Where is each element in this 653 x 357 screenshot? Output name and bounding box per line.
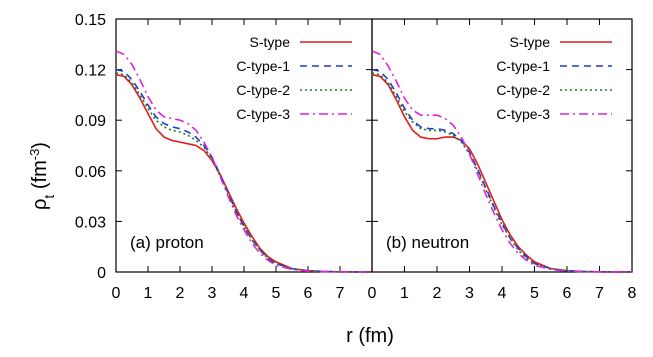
x-tick-label: 0 xyxy=(368,285,377,302)
legend-label: C-type-2 xyxy=(496,82,550,98)
y-tick-label: 0.12 xyxy=(75,63,106,80)
x-tick-label: 6 xyxy=(304,285,313,302)
x-tick-label: 5 xyxy=(530,285,539,302)
axis-titles: r (fm) ρt (fm-3) xyxy=(27,142,394,347)
y-tick-label: 0 xyxy=(97,265,106,282)
panel-proton: 0 0.03 0.06 0.09 0.12 0.15 0 1 2 3 4 5 6 7 S-type C-typ… xyxy=(75,12,373,302)
y-tick-label: 0.09 xyxy=(75,113,106,130)
x-tick-label: 3 xyxy=(208,285,217,302)
x-tick-label: 2 xyxy=(433,285,442,302)
legend-label: C-type-3 xyxy=(236,106,290,122)
panel-neutron: 0 1 2 3 4 5 6 7 8 S-type C-type-1 C-type-2 C-type-3 (… xyxy=(368,18,637,302)
legend: S-type C-type-1 C-type-2 C-type-3 xyxy=(236,34,352,122)
y-axis-title: ρt (fm-3) xyxy=(27,142,58,210)
x-tick-label: 6 xyxy=(563,285,572,302)
x-tick-label: 0 xyxy=(112,285,121,302)
panel-label: (a) proton xyxy=(130,233,204,252)
panel-label: (b) neutron xyxy=(386,233,469,252)
x-tick-label: 4 xyxy=(498,285,507,302)
x-axis-title: r (fm) xyxy=(346,325,394,347)
series-line-c-type-3 xyxy=(371,50,633,273)
x-tick-label: 7 xyxy=(595,285,604,302)
x-tick-label: 1 xyxy=(144,285,153,302)
x-tick-label: 3 xyxy=(465,285,474,302)
x-tick-label: 7 xyxy=(336,285,345,302)
y-tick-label: 0.03 xyxy=(75,214,106,231)
x-tick-label: 5 xyxy=(272,285,281,302)
y-tick-label: 0.06 xyxy=(75,164,106,181)
series-line-c-type-3 xyxy=(115,50,373,273)
legend-label: S-type xyxy=(510,34,551,50)
x-tick-label: 1 xyxy=(400,285,409,302)
legend-label: S-type xyxy=(250,34,291,50)
x-tick-label: 8 xyxy=(628,285,637,302)
legend-label: C-type-1 xyxy=(496,58,550,74)
legend-label: C-type-2 xyxy=(236,82,290,98)
x-tick-label: 2 xyxy=(176,285,185,302)
legend: S-type C-type-1 C-type-2 C-type-3 xyxy=(496,34,612,122)
legend-label: C-type-3 xyxy=(496,106,550,122)
y-tick-label: 0.15 xyxy=(75,12,106,29)
legend-label: C-type-1 xyxy=(236,58,290,74)
x-tick-label: 4 xyxy=(240,285,249,302)
